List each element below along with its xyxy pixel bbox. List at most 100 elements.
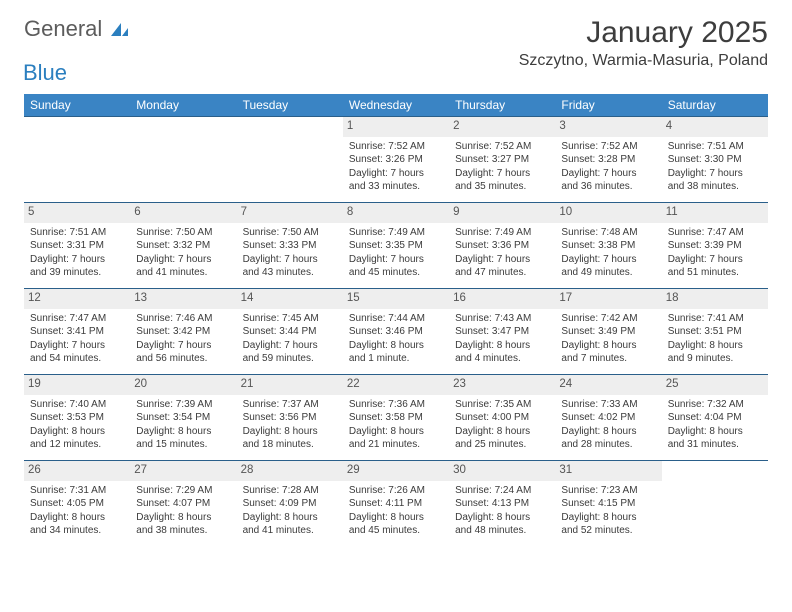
day-info: Sunrise: 7:32 AMSunset: 4:04 PMDaylight:… [668, 398, 762, 452]
day-number: 4 [662, 117, 768, 137]
day-number: 28 [237, 461, 343, 481]
day-number: 23 [449, 375, 555, 395]
day-number: 30 [449, 461, 555, 481]
calendar-cell: 1 Sunrise: 7:52 AMSunset: 3:26 PMDaylight… [343, 117, 449, 203]
day-info: Sunrise: 7:33 AMSunset: 4:02 PMDaylight:… [561, 398, 655, 452]
calendar-cell: 18Sunrise: 7:41 AMSunset: 3:51 PMDayligh… [662, 289, 768, 375]
day-number: 24 [555, 375, 661, 395]
calendar-cell: 14Sunrise: 7:45 AMSunset: 3:44 PMDayligh… [237, 289, 343, 375]
weekday-header: Saturday [662, 94, 768, 117]
day-number: 1 [343, 117, 449, 137]
calendar-cell: 8 Sunrise: 7:49 AMSunset: 3:35 PMDaylight… [343, 203, 449, 289]
calendar-table: SundayMondayTuesdayWednesdayThursdayFrid… [24, 94, 768, 546]
calendar-cell: 20 Sunrise: 7:39 AMSunset: 3:54 PMDayligh… [130, 375, 236, 461]
calendar-cell: 22Sunrise: 7:36 AMSunset: 3:58 PMDayligh… [343, 375, 449, 461]
calendar-cell: 24 Sunrise: 7:33 AMSunset: 4:02 PMDayligh… [555, 375, 661, 461]
day-info: Sunrise: 7:51 AMSunset: 3:31 PMDaylight:… [30, 226, 124, 280]
day-info: Sunrise: 7:49 AMSunset: 3:35 PMDaylight:… [349, 226, 443, 280]
location-subtitle: Szczytno, Warmia-Masuria, Poland [519, 52, 768, 70]
day-info: Sunrise: 7:29 AMSunset: 4:07 PMDaylight:… [136, 484, 230, 538]
day-info: Sunrise: 7:48 AMSunset: 3:38 PMDaylight:… [561, 226, 655, 280]
day-number: 3 [555, 117, 661, 137]
calendar-cell [237, 117, 343, 203]
day-info: Sunrise: 7:52 AMSunset: 3:28 PMDaylight:… [561, 140, 655, 194]
calendar-cell: 3 Sunrise: 7:52 AMSunset: 3:28 PMDaylight… [555, 117, 661, 203]
day-number: 7 [237, 203, 343, 223]
day-number: 20 [130, 375, 236, 395]
day-number: 13 [130, 289, 236, 309]
day-info: Sunrise: 7:44 AMSunset: 3:46 PMDaylight:… [349, 312, 443, 366]
day-number: 12 [24, 289, 130, 309]
day-number: 25 [662, 375, 768, 395]
day-number: 10 [555, 203, 661, 223]
weekday-header: Sunday [24, 94, 130, 117]
day-info: Sunrise: 7:24 AMSunset: 4:13 PMDaylight:… [455, 484, 549, 538]
calendar-body: 1 Sunrise: 7:52 AMSunset: 3:26 PMDaylight… [24, 117, 768, 547]
day-number: 2 [449, 117, 555, 137]
calendar-cell: 30 Sunrise: 7:24 AMSunset: 4:13 PMDayligh… [449, 461, 555, 547]
day-info: Sunrise: 7:41 AMSunset: 3:51 PMDaylight:… [668, 312, 762, 366]
calendar-cell: 17 Sunrise: 7:42 AMSunset: 3:49 PMDayligh… [555, 289, 661, 375]
calendar-cell: 27 Sunrise: 7:29 AMSunset: 4:07 PMDayligh… [130, 461, 236, 547]
day-number: 26 [24, 461, 130, 481]
day-info: Sunrise: 7:42 AMSunset: 3:49 PMDaylight:… [561, 312, 655, 366]
day-info: Sunrise: 7:43 AMSunset: 3:47 PMDaylight:… [455, 312, 549, 366]
calendar-row: 12 Sunrise: 7:47 AMSunset: 3:41 PMDayligh… [24, 289, 768, 375]
calendar-cell: 13 Sunrise: 7:46 AMSunset: 3:42 PMDayligh… [130, 289, 236, 375]
day-info: Sunrise: 7:50 AMSunset: 3:32 PMDaylight:… [136, 226, 230, 280]
day-number: 15 [343, 289, 449, 309]
calendar-cell: 23 Sunrise: 7:35 AMSunset: 4:00 PMDayligh… [449, 375, 555, 461]
day-info: Sunrise: 7:37 AMSunset: 3:56 PMDaylight:… [243, 398, 337, 452]
calendar-cell: 28 Sunrise: 7:28 AMSunset: 4:09 PMDayligh… [237, 461, 343, 547]
day-info: Sunrise: 7:49 AMSunset: 3:36 PMDaylight:… [455, 226, 549, 280]
calendar-cell [662, 461, 768, 547]
weekday-header: Thursday [449, 94, 555, 117]
day-number: 21 [237, 375, 343, 395]
calendar-cell: 29Sunrise: 7:26 AMSunset: 4:11 PMDayligh… [343, 461, 449, 547]
calendar-cell: 11 Sunrise: 7:47 AMSunset: 3:39 PMDayligh… [662, 203, 768, 289]
calendar-cell: 31Sunrise: 7:23 AMSunset: 4:15 PMDayligh… [555, 461, 661, 547]
weekday-header: Friday [555, 94, 661, 117]
day-info: Sunrise: 7:45 AMSunset: 3:44 PMDaylight:… [243, 312, 337, 366]
calendar-cell: 19Sunrise: 7:40 AMSunset: 3:53 PMDayligh… [24, 375, 130, 461]
day-info: Sunrise: 7:35 AMSunset: 4:00 PMDaylight:… [455, 398, 549, 452]
day-number: 27 [130, 461, 236, 481]
day-info: Sunrise: 7:31 AMSunset: 4:05 PMDaylight:… [30, 484, 124, 538]
calendar-row: 26 Sunrise: 7:31 AMSunset: 4:05 PMDayligh… [24, 461, 768, 547]
calendar-cell: 2Sunrise: 7:52 AMSunset: 3:27 PMDaylight… [449, 117, 555, 203]
day-number: 11 [662, 203, 768, 223]
day-number: 29 [343, 461, 449, 481]
day-number: 9 [449, 203, 555, 223]
calendar-cell: 16Sunrise: 7:43 AMSunset: 3:47 PMDayligh… [449, 289, 555, 375]
day-number: 17 [555, 289, 661, 309]
weekday-header: Wednesday [343, 94, 449, 117]
calendar-cell [24, 117, 130, 203]
day-info: Sunrise: 7:36 AMSunset: 3:58 PMDaylight:… [349, 398, 443, 452]
day-info: Sunrise: 7:28 AMSunset: 4:09 PMDaylight:… [243, 484, 337, 538]
logo-part2: Blue [23, 60, 130, 86]
calendar-row: 1 Sunrise: 7:52 AMSunset: 3:26 PMDaylight… [24, 117, 768, 203]
calendar-row: 19Sunrise: 7:40 AMSunset: 3:53 PMDayligh… [24, 375, 768, 461]
weekday-header: Tuesday [237, 94, 343, 117]
calendar-cell: 26 Sunrise: 7:31 AMSunset: 4:05 PMDayligh… [24, 461, 130, 547]
calendar-cell: 6Sunrise: 7:50 AMSunset: 3:32 PMDaylight… [130, 203, 236, 289]
logo-part1: General [24, 16, 102, 41]
calendar-cell: 21 Sunrise: 7:37 AMSunset: 3:56 PMDayligh… [237, 375, 343, 461]
day-info: Sunrise: 7:52 AMSunset: 3:26 PMDaylight:… [349, 140, 443, 194]
logo-sail-icon [110, 22, 130, 38]
day-info: Sunrise: 7:50 AMSunset: 3:33 PMDaylight:… [243, 226, 337, 280]
day-info: Sunrise: 7:23 AMSunset: 4:15 PMDaylight:… [561, 484, 655, 538]
day-info: Sunrise: 7:39 AMSunset: 3:54 PMDaylight:… [136, 398, 230, 452]
day-info: Sunrise: 7:47 AMSunset: 3:39 PMDaylight:… [668, 226, 762, 280]
day-info: Sunrise: 7:46 AMSunset: 3:42 PMDaylight:… [136, 312, 230, 366]
calendar-cell: 4Sunrise: 7:51 AMSunset: 3:30 PMDaylight… [662, 117, 768, 203]
calendar-cell: 10 Sunrise: 7:48 AMSunset: 3:38 PMDayligh… [555, 203, 661, 289]
weekday-header-row: SundayMondayTuesdayWednesdayThursdayFrid… [24, 94, 768, 117]
calendar-cell: 12 Sunrise: 7:47 AMSunset: 3:41 PMDayligh… [24, 289, 130, 375]
day-number: 19 [24, 375, 130, 395]
calendar-cell: 7 Sunrise: 7:50 AMSunset: 3:33 PMDaylight… [237, 203, 343, 289]
day-info: Sunrise: 7:47 AMSunset: 3:41 PMDaylight:… [30, 312, 124, 366]
calendar-row: 5Sunrise: 7:51 AMSunset: 3:31 PMDaylight… [24, 203, 768, 289]
weekday-header: Monday [130, 94, 236, 117]
day-number: 8 [343, 203, 449, 223]
